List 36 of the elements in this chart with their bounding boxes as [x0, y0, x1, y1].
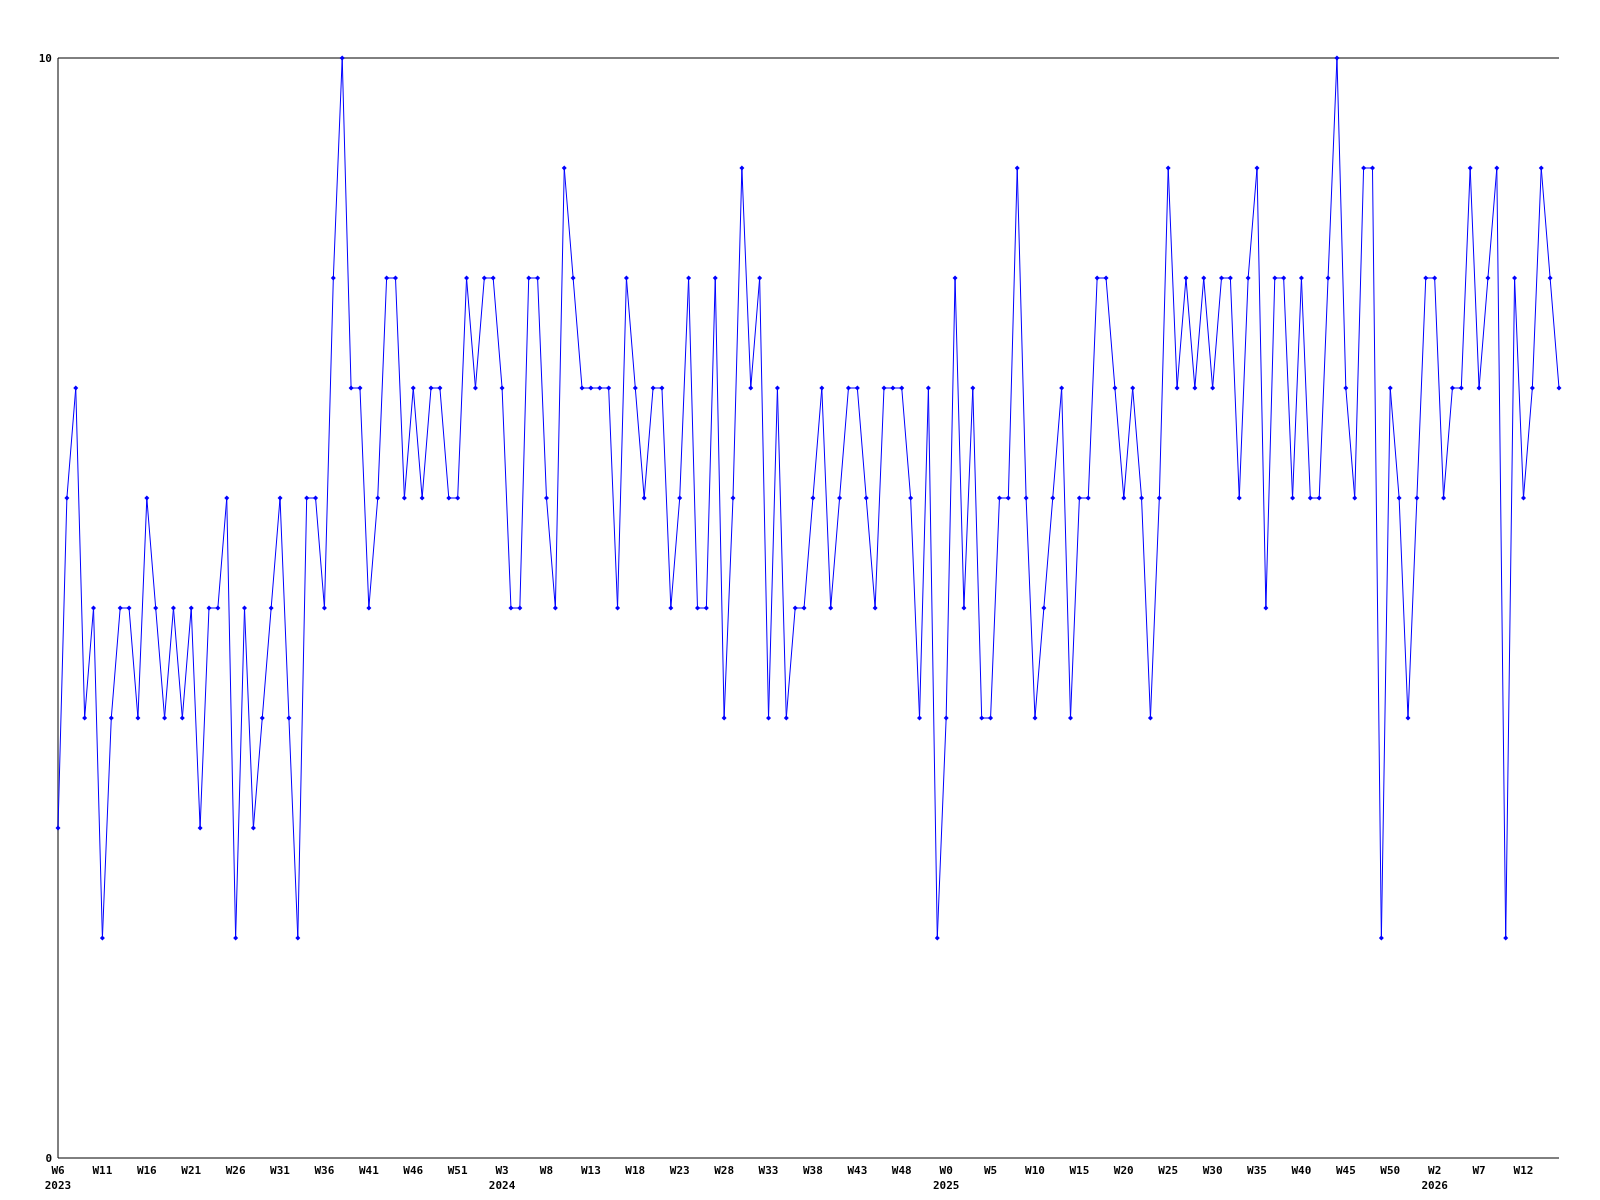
x-tick-label: W7: [1472, 1164, 1486, 1177]
x-tick-label: W28: [714, 1164, 735, 1177]
x-tick-label: W48: [891, 1164, 912, 1177]
x-tick-label: W33: [758, 1164, 779, 1177]
x-tick-label: W13: [580, 1164, 601, 1177]
x-tick-label: W8: [539, 1164, 554, 1177]
x-tick-label: W6 2023: [44, 1164, 72, 1192]
y-tick-label: 0: [45, 1151, 52, 1165]
x-tick-label: W23: [669, 1164, 690, 1177]
x-tick-label: W30: [1202, 1164, 1223, 1177]
x-tick-label: W43: [847, 1164, 868, 1177]
y-tick-label: 10: [38, 51, 52, 65]
x-tick-label: W15: [1069, 1164, 1090, 1177]
x-tick-label: W51: [447, 1164, 468, 1177]
x-tick-label: W35: [1247, 1164, 1267, 1177]
x-tick-label: W10: [1025, 1164, 1045, 1177]
x-tick-label: W45: [1335, 1164, 1356, 1177]
x-tick-label: W16: [136, 1164, 158, 1177]
x-tick-label: W11: [92, 1164, 113, 1177]
x-tick-label: W50: [1380, 1164, 1401, 1177]
x-tick-label: W18: [625, 1164, 646, 1177]
x-tick-label: W31: [270, 1164, 291, 1177]
x-tick-label: W5: [983, 1164, 998, 1177]
x-tick-label: W21: [181, 1164, 202, 1177]
x-tick-label: W25: [1158, 1164, 1179, 1177]
x-tick-label: W3 2024: [488, 1164, 516, 1192]
x-tick-label: W40: [1291, 1164, 1312, 1177]
x-tick-label: W36: [314, 1164, 335, 1177]
x-tick-label: W2 2026: [1421, 1164, 1449, 1192]
x-tick-label: W38: [803, 1164, 823, 1177]
x-tick-label: W12: [1513, 1164, 1534, 1177]
x-tick-label: W41: [358, 1164, 380, 1177]
x-tick-label: W0 2025: [932, 1164, 960, 1192]
x-tick-label: W26: [225, 1164, 246, 1177]
x-tick-label: W46: [403, 1164, 424, 1177]
x-tick-label: W20: [1113, 1164, 1134, 1177]
